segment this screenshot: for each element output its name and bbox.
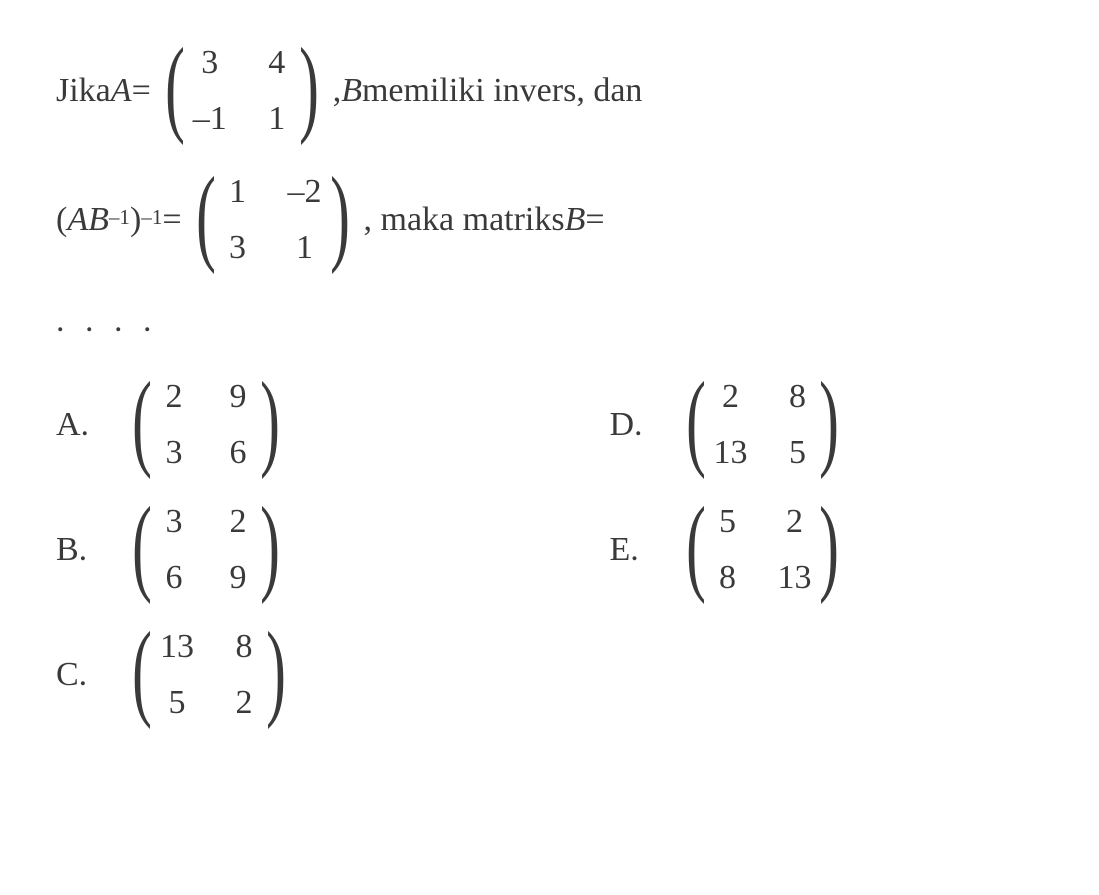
sup-outer: –1: [141, 201, 162, 235]
cell: 2: [160, 370, 188, 424]
lparen-outer: (: [56, 193, 67, 247]
cell: 3: [193, 36, 227, 90]
matrix-AB-cells: 1 –2 3 1: [224, 165, 322, 276]
cell: 9: [224, 551, 252, 605]
cell: 8: [230, 620, 258, 674]
sup-inner: –1: [109, 201, 130, 235]
text-maka: , maka matriks: [364, 193, 565, 247]
text-jika: Jika: [56, 64, 111, 118]
cell: 2: [713, 370, 747, 424]
rparen-outer: ): [130, 193, 141, 247]
cell: 13: [777, 551, 811, 605]
choice-E-matrix: ( 5 2 8 13 ): [678, 495, 848, 606]
var-B-2: B: [88, 193, 109, 247]
paren-right: ): [299, 41, 319, 133]
choice-B-matrix: ( 3 2 6 9 ): [124, 495, 288, 606]
cell: 2: [230, 676, 258, 730]
paren-right: ): [266, 625, 286, 717]
var-B-3: B: [565, 193, 586, 247]
cell: 9: [224, 370, 252, 424]
choice-E: E. ( 5 2 8 13 ): [610, 495, 1044, 606]
paren-left: (: [686, 375, 706, 467]
cell: 3: [224, 221, 252, 275]
matrix-A-cells: 3 4 –1 1: [193, 36, 291, 147]
cell: 13: [713, 426, 747, 480]
choice-C-matrix: ( 13 8 5 2 ): [124, 620, 294, 731]
ellipsis-dots: . . . .: [56, 294, 1043, 348]
cell: 5: [783, 426, 811, 480]
cell: 8: [783, 370, 811, 424]
var-B-1: B: [341, 64, 362, 118]
cell: 1: [263, 92, 291, 146]
cell: 3: [160, 495, 188, 549]
matrix-AB: ( 1 –2 3 1 ): [188, 165, 358, 276]
choice-C: C. ( 13 8 5 2 ): [56, 620, 490, 731]
paren-left: (: [165, 41, 185, 133]
var-A-2: A: [67, 193, 88, 247]
paren-left: (: [196, 170, 216, 262]
matrix-A: ( 3 4 –1 1 ): [157, 36, 327, 147]
cell: –2: [288, 165, 322, 219]
paren-left: (: [132, 500, 152, 592]
eq-sign-3: =: [585, 193, 604, 247]
choice-A: A. ( 2 9 3 6 ): [56, 370, 490, 481]
paren-right: ): [260, 500, 280, 592]
choice-D-matrix: ( 2 8 13 5 ): [678, 370, 848, 481]
cell: 1: [224, 165, 252, 219]
cell: 5: [713, 495, 741, 549]
cell: 3: [160, 426, 188, 480]
cell: 1: [288, 221, 322, 275]
paren-left: (: [132, 375, 152, 467]
cell: 6: [160, 551, 188, 605]
choice-C-label: C.: [56, 648, 100, 702]
paren-right: ): [820, 500, 840, 592]
choice-A-matrix: ( 2 9 3 6 ): [124, 370, 288, 481]
choice-D: D. ( 2 8 13 5 ): [610, 370, 1044, 481]
cell: 8: [713, 551, 741, 605]
cell: 13: [160, 620, 194, 674]
text-memiliki: memiliki invers, dan: [362, 64, 642, 118]
paren-right: ): [260, 375, 280, 467]
choice-E-label: E.: [610, 523, 654, 577]
cell: 6: [224, 426, 252, 480]
eq-sign-2: =: [162, 193, 181, 247]
var-A: A: [111, 64, 132, 118]
cell: 2: [224, 495, 252, 549]
cell: 4: [263, 36, 291, 90]
cell: 2: [777, 495, 811, 549]
cell: 5: [160, 676, 194, 730]
choice-D-label: D.: [610, 398, 654, 452]
comma-1: ,: [333, 64, 342, 118]
paren-right: ): [330, 170, 350, 262]
answer-choices: A. ( 2 9 3 6 ) D. ( 2 8 13 5 ) B.: [56, 370, 1043, 730]
paren-left: (: [686, 500, 706, 592]
choice-B-label: B.: [56, 523, 100, 577]
choice-A-label: A.: [56, 398, 100, 452]
eq-sign-1: =: [132, 64, 151, 118]
question-line-2: ( A B –1 ) –1 = ( 1 –2 3 1 ) , maka matr…: [56, 165, 1043, 276]
question-line-1: Jika A = ( 3 4 –1 1 ) , B memiliki inver…: [56, 36, 1043, 147]
choice-B: B. ( 3 2 6 9 ): [56, 495, 490, 606]
paren-right: ): [820, 375, 840, 467]
paren-left: (: [132, 625, 152, 717]
cell: –1: [193, 92, 227, 146]
